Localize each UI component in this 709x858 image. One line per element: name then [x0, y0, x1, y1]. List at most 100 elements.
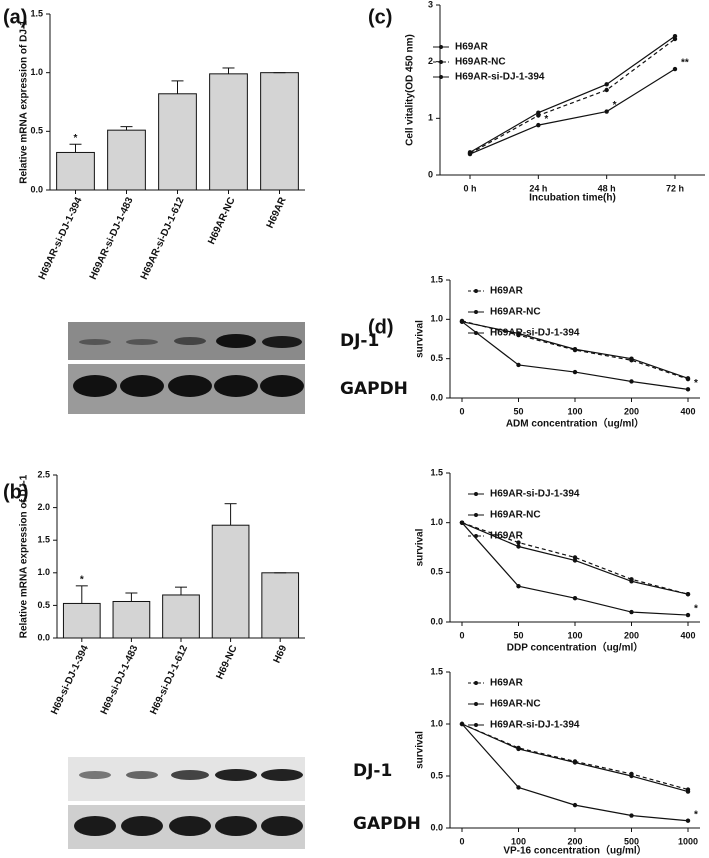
bar [56, 151, 95, 191]
x-tick-label: 48 h [598, 183, 616, 193]
y-tick-label: 1.5 [430, 274, 443, 284]
x-tick-label: 200 [624, 630, 639, 640]
x-tick-label: H69AR-si-DJ-1-612 [139, 195, 187, 281]
bar [209, 73, 248, 191]
bar [260, 72, 299, 191]
legend-label: H69AR-si-DJ-1-394 [490, 328, 580, 339]
legend-label: H69AR-NC [490, 510, 541, 521]
y-tick-label: 0.5 [30, 126, 43, 136]
x-tick-label: 24 h [529, 183, 547, 193]
marker [516, 331, 521, 336]
legend-marker [439, 60, 443, 64]
series-line [469, 38, 676, 154]
marker [604, 87, 609, 93]
marker [629, 577, 634, 582]
x-tick-label: 72 h [666, 183, 684, 193]
blot-band [262, 336, 302, 348]
panel-label: (d) [368, 316, 394, 338]
y-axis-label: survival [415, 528, 426, 566]
y-tick-label: 0.0 [430, 392, 443, 402]
x-tick-label: 500 [624, 836, 639, 846]
y-tick-label: 0.0 [37, 632, 50, 642]
marker [459, 520, 465, 525]
legend-label: H69AR-NC [490, 699, 541, 710]
marker [685, 789, 691, 794]
legend-label: H69AR-si-DJ-1-394 [490, 720, 580, 731]
y-tick-label: 2.5 [37, 469, 50, 479]
marker [572, 369, 578, 375]
marker [604, 109, 609, 114]
x-tick-label: H69AR [265, 195, 289, 230]
y-tick-label: 1.5 [430, 467, 443, 477]
y-tick-label: 1.0 [430, 517, 443, 527]
marker [572, 347, 578, 352]
x-tick-label: 200 [624, 406, 639, 416]
series-line [461, 723, 689, 793]
panel-label: (a) [3, 6, 27, 28]
blot-label: GAPDH [353, 814, 421, 834]
x-tick-label: 1000 [678, 836, 698, 846]
y-tick-label: 0.5 [430, 770, 443, 780]
legend-label: H69AR-NC [455, 57, 506, 68]
marker [516, 544, 521, 549]
x-tick-label: H69-NC [214, 644, 239, 681]
marker [516, 584, 521, 589]
y-axis-label: Relative mRNA expression of DJ-1 [19, 474, 30, 638]
y-tick-label: 0 [428, 169, 433, 179]
marker [459, 319, 465, 324]
x-tick-label: 100 [567, 630, 582, 640]
x-tick-label: H69AR-si-DJ-1-394 [37, 195, 85, 281]
y-tick-label: 2.0 [37, 502, 50, 512]
y-tick-label: 1.0 [37, 567, 50, 577]
x-tick-label: 100 [567, 406, 582, 416]
x-axis-label: Incubation time(h) [529, 193, 616, 204]
y-tick-label: 0.5 [430, 353, 443, 363]
x-tick-label: 400 [680, 630, 695, 640]
legend-label: H69AR [490, 286, 524, 297]
x-tick-label: H69AR-NC [206, 196, 237, 246]
bar [261, 572, 300, 639]
blot-band [261, 816, 303, 836]
blot-band [120, 375, 164, 397]
blot-band [214, 375, 258, 397]
x-tick-label: H69-si-DJ-1-394 [49, 643, 91, 716]
x-tick-label: 0 [459, 406, 464, 416]
marker [516, 746, 521, 752]
y-tick-label: 0.0 [430, 616, 443, 626]
y-tick-label: 1.0 [430, 718, 443, 728]
marker [572, 802, 578, 808]
legend-label: H69AR [490, 678, 524, 689]
panel-label: (c) [368, 6, 392, 28]
y-tick-label: 1.5 [37, 535, 50, 545]
marker [672, 66, 678, 72]
marker [572, 760, 578, 765]
panel-label: (b) [3, 481, 29, 503]
legend-label: H69AR [490, 531, 524, 542]
point-label: ** [681, 58, 689, 69]
y-tick-label: 1.5 [30, 8, 43, 18]
blot-b: DJ-1 GAPDH [68, 757, 421, 849]
x-tick-label: H69 [272, 643, 290, 665]
marker [516, 540, 521, 545]
marker [685, 591, 691, 597]
y-tick-label: 0.5 [37, 600, 50, 610]
bar [112, 600, 151, 639]
point-label: * [694, 809, 698, 820]
x-tick-label: 400 [680, 406, 695, 416]
marker [685, 387, 691, 392]
series-line [469, 68, 676, 155]
x-tick-label: 100 [511, 836, 526, 846]
marker [629, 609, 634, 615]
marker [459, 721, 465, 727]
legend-marker [439, 75, 443, 79]
blot-band [215, 769, 257, 781]
legend-marker [474, 289, 478, 293]
y-tick-label: 1.5 [430, 666, 443, 676]
blot-label: GAPDH [340, 379, 408, 399]
legend-marker [474, 310, 478, 314]
x-tick-label: 200 [567, 836, 582, 846]
blot-a: DJ-1 GAPDH [68, 322, 408, 414]
y-tick-label: 1.0 [30, 67, 43, 77]
blot-band [126, 771, 158, 779]
